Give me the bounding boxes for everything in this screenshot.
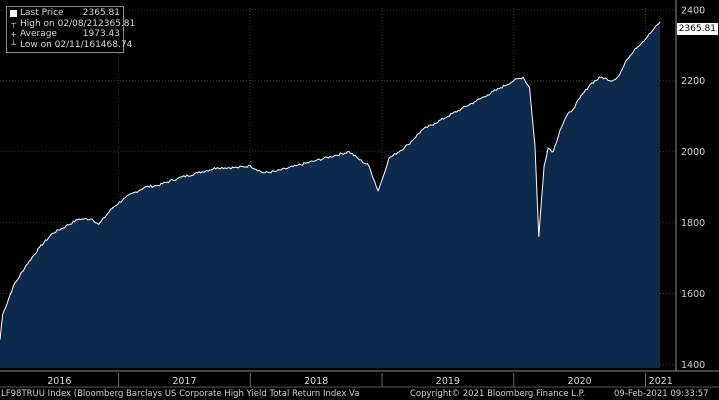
legend-value: 2365.81 [82, 8, 120, 18]
price-line [0, 21, 661, 340]
x-year-label: 2017 [172, 376, 196, 387]
y-tick-label: 2200 [681, 76, 705, 87]
legend-box: Last Price 2365.81 ┬ High on 02/08/21 23… [6, 6, 135, 53]
legend-last-price: Last Price 2365.81 [10, 8, 120, 19]
legend-value: 1973.43 [82, 29, 120, 39]
y-tick-label: 2400 [681, 5, 705, 16]
price-area [0, 21, 660, 369]
legend-low: ┴ Low on 02/11/16 1468.74 [10, 39, 132, 51]
timestamp: 09-Feb-2021 09:33:57 [614, 389, 709, 399]
y-tick-label: 2000 [681, 147, 705, 158]
footer-bar: LF98TRUU Index (Bloomberg Barclays US Co… [0, 388, 719, 400]
legend-value: 1468.74 [95, 39, 133, 50]
copyright: Copyright© 2021 Bloomberg Finance L.P. [410, 389, 586, 399]
high-marker-icon: ┬ [11, 19, 16, 29]
y-tick-label: 1400 [681, 360, 705, 371]
square-icon [10, 9, 17, 17]
x-year-label: 2016 [47, 376, 71, 387]
ticker-description: LF98TRUU Index (Bloomberg Barclays US Co… [1, 389, 360, 399]
y-tick-label: 1800 [681, 218, 705, 229]
y-axis: 1400 1600 1800 2000 2200 2400 [675, 0, 705, 371]
average-marker-icon: + [10, 29, 17, 39]
x-year-label: 2018 [304, 376, 328, 387]
legend-high: ┬ High on 02/08/21 2365.81 [10, 18, 135, 30]
legend-label: Last Price [20, 8, 64, 18]
x-year-label: 2020 [568, 376, 592, 387]
legend-label: Average [20, 29, 57, 39]
legend-label: High on 02/08/21 [20, 18, 99, 29]
x-axis: 2016 2017 2018 2019 2020 2021 [0, 370, 719, 388]
x-year-label: 2019 [436, 376, 460, 387]
legend-label: Low on 02/11/16 [20, 39, 96, 50]
last-price-tag: 2365.81 [676, 23, 718, 35]
x-year-label: 2021 [649, 376, 673, 387]
y-tick-label: 1600 [681, 289, 705, 300]
legend-average: + Average 1973.43 [10, 29, 120, 40]
low-marker-icon: ┴ [11, 40, 16, 50]
legend-value: 2365.81 [98, 18, 136, 29]
